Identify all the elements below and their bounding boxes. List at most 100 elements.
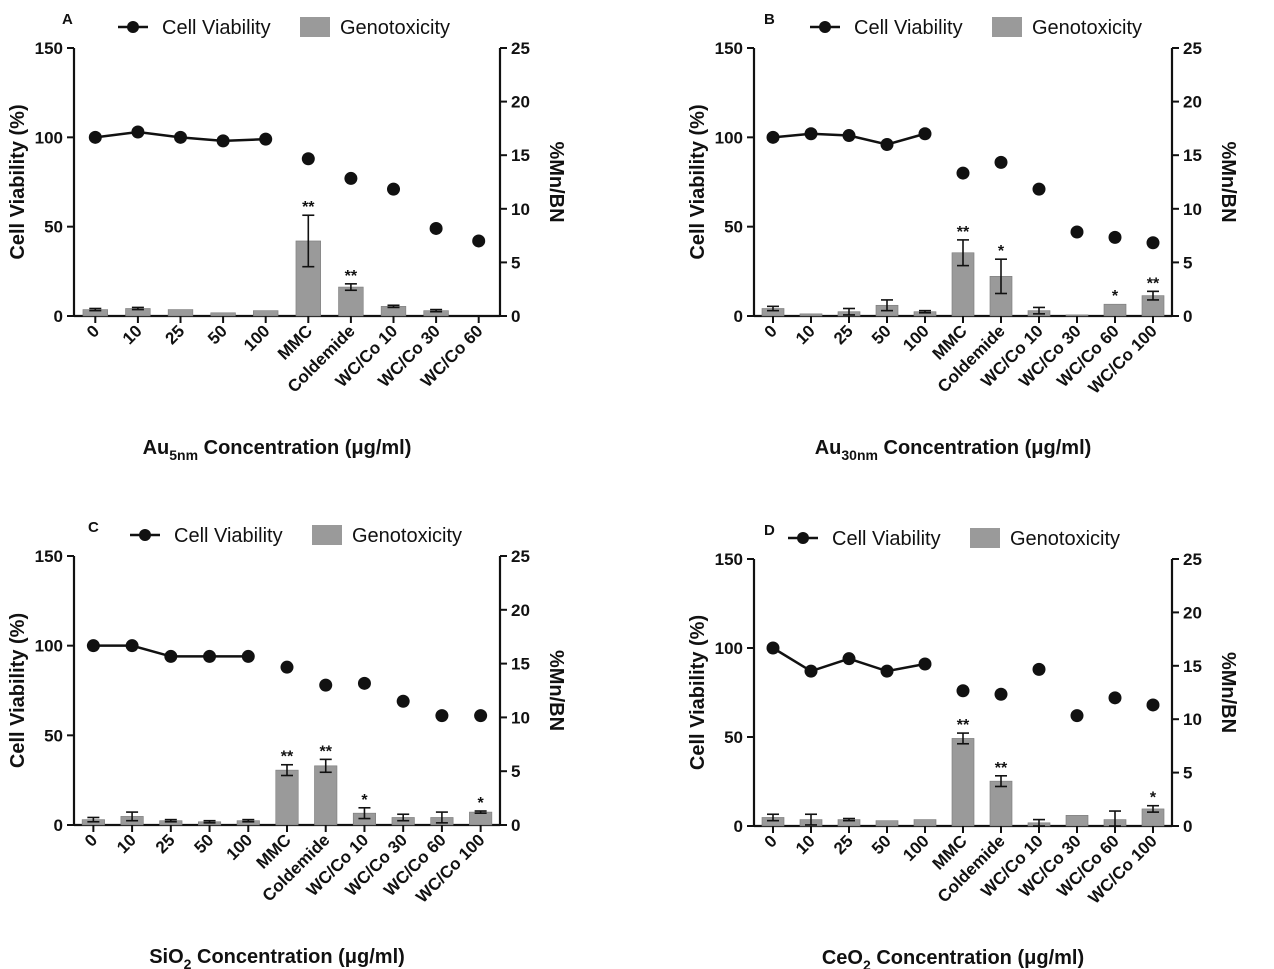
significance-label: **	[1147, 275, 1160, 292]
category-label: 0	[81, 830, 101, 850]
legend-label-genotoxicity: Genotoxicity	[1010, 528, 1120, 550]
genotoxicity-bar	[275, 769, 299, 826]
right-tick-label: 20	[511, 93, 530, 112]
significance-label: **	[995, 760, 1008, 777]
significance-label: **	[281, 749, 294, 766]
genotoxicity-bar	[167, 309, 194, 317]
cell-viability-point	[396, 694, 410, 708]
right-axis-title: %Mn/BN	[545, 141, 567, 222]
cell-viability-point	[880, 664, 894, 678]
cell-viability-point	[994, 155, 1008, 169]
legend-label-genotoxicity: Genotoxicity	[1032, 17, 1142, 39]
genotoxicity-bar	[1103, 303, 1127, 317]
legend-label-cell-viability: Cell Viability	[854, 17, 963, 39]
left-axis-title: Cell Viability (%)	[687, 615, 709, 770]
cell-viability-point	[956, 166, 970, 180]
right-tick-label: 0	[511, 307, 520, 326]
cell-viability-point	[435, 709, 449, 723]
left-tick-label: 150	[35, 547, 63, 566]
panel-a: A Cell Viability Genotoxicity0501001500510…	[7, 11, 567, 463]
category-label: 25	[152, 830, 179, 857]
right-tick-label: 0	[1183, 817, 1192, 836]
cell-viability-point	[842, 652, 856, 666]
cell-viability-point	[387, 182, 400, 196]
right-tick-label: 10	[511, 200, 530, 219]
genotoxicity-bar	[875, 820, 899, 827]
category-label: 50	[868, 831, 895, 858]
genotoxicity-bar	[314, 765, 338, 826]
cell-viability-point	[880, 137, 894, 151]
significance-label: **	[345, 268, 358, 285]
genotoxicity-bar	[913, 819, 937, 827]
left-axis-title: Cell Viability (%)	[687, 104, 709, 259]
cell-viability-point	[301, 152, 315, 166]
cell-viability-point	[259, 132, 273, 146]
right-tick-label: 20	[1183, 93, 1202, 112]
category-label: 50	[204, 321, 231, 348]
left-axis-title: Cell Viability (%)	[7, 613, 29, 768]
left-axis-title: Cell Viability (%)	[7, 104, 29, 259]
category-label: 10	[792, 831, 819, 858]
left-tick-label: 50	[44, 218, 63, 237]
panel-b: B Cell Viability Genotoxicity0501001500510…	[687, 11, 1239, 463]
left-tick-label: 150	[715, 550, 743, 569]
left-tick-label: 50	[724, 728, 743, 747]
right-tick-label: 20	[1183, 603, 1202, 622]
cell-viability-point	[1108, 691, 1122, 705]
cell-viability-point	[86, 639, 100, 653]
left-tick-label: 150	[715, 39, 743, 58]
right-tick-label: 0	[511, 816, 520, 835]
left-tick-label: 50	[44, 726, 63, 745]
genotoxicity-bar	[210, 312, 236, 317]
left-tick-label: 0	[734, 307, 743, 326]
significance-label: *	[1150, 790, 1157, 807]
right-tick-label: 25	[1183, 550, 1202, 569]
cell-viability-point	[918, 657, 932, 671]
category-label: 100	[223, 830, 256, 863]
cell-viability-point	[1070, 225, 1084, 239]
legend-label-cell-viability: Cell Viability	[174, 525, 283, 547]
right-tick-label: 10	[511, 708, 530, 727]
genotoxicity-bar	[989, 780, 1013, 827]
left-tick-label: 100	[35, 637, 63, 656]
panel-letter: B	[764, 11, 775, 28]
category-label: 0	[761, 321, 781, 341]
genotoxicity-bar	[253, 310, 279, 317]
significance-label: **	[320, 743, 333, 760]
cell-viability-point	[918, 127, 932, 141]
genotoxicity-bar	[1065, 815, 1089, 827]
legend-dot-marker	[819, 21, 831, 33]
x-axis-title: SiO2 Concentration (μg/ml)	[149, 946, 405, 969]
cell-viability-point	[164, 649, 178, 663]
cell-viability-point	[125, 639, 139, 653]
left-tick-label: 150	[35, 39, 63, 58]
cell-viability-point	[472, 234, 486, 248]
category-label: 50	[868, 321, 895, 348]
cell-viability-point	[994, 687, 1008, 701]
significance-label: **	[957, 224, 970, 241]
left-tick-label: 0	[734, 817, 743, 836]
right-tick-label: 5	[511, 253, 520, 272]
cell-viability-point	[429, 221, 443, 235]
legend: Cell Viability Genotoxicity	[788, 528, 1120, 550]
left-tick-label: 100	[715, 128, 743, 147]
right-tick-label: 15	[1183, 657, 1202, 676]
genotoxicity-bar	[338, 286, 364, 317]
category-label: 10	[792, 321, 819, 348]
category-label: 50	[191, 830, 218, 857]
category-label: 25	[162, 321, 189, 348]
left-tick-label: 100	[35, 128, 63, 147]
genotoxicity-bar	[951, 738, 975, 827]
x-axis-title: Au5nm Concentration (μg/ml)	[143, 437, 412, 463]
category-label: 10	[119, 321, 146, 348]
legend: Cell Viability Genotoxicity	[810, 17, 1142, 39]
left-tick-label: 100	[715, 639, 743, 658]
right-tick-label: 10	[1183, 200, 1202, 219]
cell-viability-point	[280, 660, 294, 674]
legend: Cell Viability Genotoxicity	[118, 17, 450, 39]
cell-viability-point	[1108, 230, 1122, 244]
right-axis-title: %Mn/BN	[1217, 652, 1239, 733]
category-label: 10	[113, 830, 140, 857]
panel-letter: D	[764, 522, 775, 539]
